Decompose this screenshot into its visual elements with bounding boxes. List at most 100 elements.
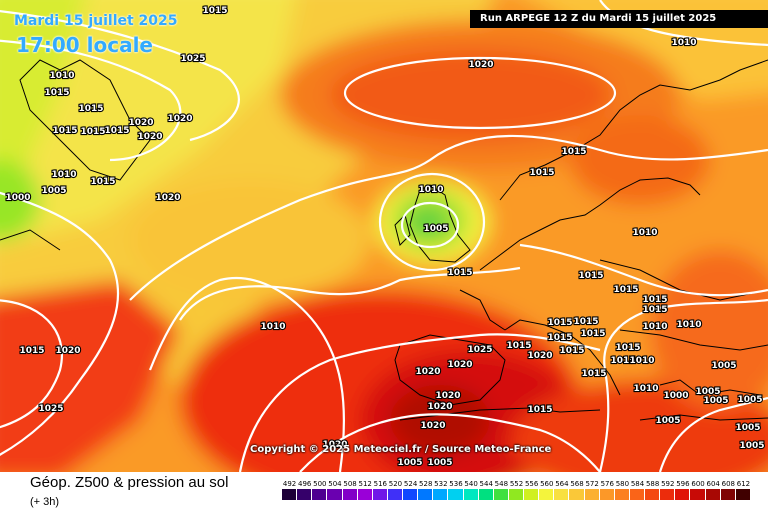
scale-swatch: [720, 489, 736, 500]
scale-label: 588: [645, 480, 660, 488]
scale-label: 556: [524, 480, 539, 488]
scale-label: 608: [721, 480, 735, 488]
isobar-label: 1015: [90, 177, 115, 187]
scale-label: 552: [509, 480, 524, 488]
legend-subtitle: (+ 3h): [30, 496, 60, 508]
scale-label: 560: [540, 480, 554, 488]
isobar-label: 1015: [642, 295, 667, 305]
scale-swatch: [705, 489, 721, 500]
isobar-label: 1015: [80, 127, 105, 137]
isobar-label: 1020: [420, 421, 445, 431]
isobar-label: 1015: [527, 405, 552, 415]
isobar-label: 1015: [581, 369, 606, 379]
scale-label: 516: [373, 480, 388, 488]
scale-label: 604: [706, 480, 720, 488]
isobar-label: 1020: [55, 346, 80, 356]
isobar-label: 1005: [735, 423, 760, 433]
scale-label: 584: [630, 480, 645, 488]
isobar-label: 1010: [49, 71, 74, 81]
isobar-label: 1005: [739, 441, 764, 451]
isobar-label: 1025: [38, 404, 63, 414]
scale-label: 548: [494, 480, 509, 488]
isobar-label: 1015: [615, 343, 640, 353]
isobar-label: 1005: [655, 416, 680, 426]
isobar-label: 1015: [559, 346, 584, 356]
scale-swatch: [357, 489, 373, 500]
isobar-label: 1005: [695, 387, 720, 397]
scale-swatch: [418, 489, 434, 500]
scale-swatch: [327, 489, 343, 500]
scale-swatch: [508, 489, 524, 500]
isobar-label: 1015: [529, 168, 554, 178]
scale-swatch: [554, 489, 570, 500]
isobar-label: 1020: [468, 60, 493, 70]
scale-swatch: [599, 489, 615, 500]
isobar-label: 1010: [632, 228, 657, 238]
isobar-label: 1015: [52, 126, 77, 136]
scale-label: 532: [434, 480, 448, 488]
isobar-label: 1010: [629, 356, 654, 366]
scale-swatch: [629, 489, 645, 500]
scale-swatch: [387, 489, 403, 500]
isobar-label: 1015: [610, 356, 635, 366]
isobar-label: 1020: [447, 360, 472, 370]
isobar-label: 1015: [202, 6, 227, 16]
scale-swatch: [282, 489, 298, 500]
isobar-label: 1015: [580, 329, 605, 339]
isobar-label: 1020: [527, 351, 552, 361]
scale-swatch: [675, 489, 691, 500]
run-label: Run ARPEGE 12 Z du Mardi 15 juillet 2025: [470, 10, 768, 28]
scale-label: 564: [555, 480, 569, 488]
scale-label: 600: [691, 480, 705, 488]
isobar-label: 1005: [737, 395, 762, 405]
isobar-label: 1000: [5, 193, 30, 203]
scale-label: 592: [661, 480, 675, 488]
isobar-label: 1010: [418, 185, 443, 195]
scale-swatch: [448, 489, 464, 500]
scale-swatch: [312, 489, 328, 500]
isobar-label: 1015: [613, 285, 638, 295]
legend-title: Géop. Z500 & pression au sol: [30, 474, 229, 491]
scale-label: 572: [585, 480, 599, 488]
isobar-label: 1020: [427, 402, 452, 412]
scale-swatch: [297, 489, 313, 500]
scale-label: 576: [600, 480, 614, 488]
scale-label: 508: [343, 480, 357, 488]
isobar-label: 1015: [78, 104, 103, 114]
scale-label: 544: [479, 480, 493, 488]
isobar-label: 1000: [663, 391, 688, 401]
isobar-label: 1020: [415, 367, 440, 377]
scale-swatch: [372, 489, 388, 500]
isobar-label: 1005: [397, 458, 422, 468]
scale-label: 580: [615, 480, 630, 488]
scale-label: 512: [358, 480, 372, 488]
isobar-label: 1015: [547, 318, 572, 328]
isobar-label: 1015: [547, 333, 572, 343]
isobar-label: 1020: [128, 118, 153, 128]
scale-swatch: [463, 489, 479, 500]
scale-swatch: [690, 489, 706, 500]
scale-label: 500: [313, 480, 327, 488]
isobar-label: 1020: [322, 440, 347, 450]
isobar-label: 1010: [671, 38, 696, 48]
isobar-label: 1015: [44, 88, 69, 98]
isobar-label: 1020: [155, 193, 180, 203]
isobar-label: 1015: [19, 346, 44, 356]
isobar-label: 1005: [703, 396, 728, 406]
scale-label: 540: [464, 480, 478, 488]
weather-map: 1015 1010 1025 1020 1010 1015 1015 1020 1020 1015…: [0, 0, 768, 472]
time-label: 17:00 locale: [16, 33, 153, 57]
scale-label: 492: [282, 480, 297, 488]
scale-swatch: [342, 489, 358, 500]
scale-swatch: [403, 489, 419, 500]
isobar-label: 1015: [506, 341, 531, 351]
scale-swatch: [493, 489, 509, 500]
date-label: Mardi 15 juillet 2025: [14, 13, 178, 29]
color-scale-bar: [282, 489, 751, 500]
coastlines: [0, 59, 768, 421]
scale-swatch: [569, 489, 585, 500]
isobar-label: 1015: [561, 147, 586, 157]
isobar-label: 1025: [467, 345, 492, 355]
